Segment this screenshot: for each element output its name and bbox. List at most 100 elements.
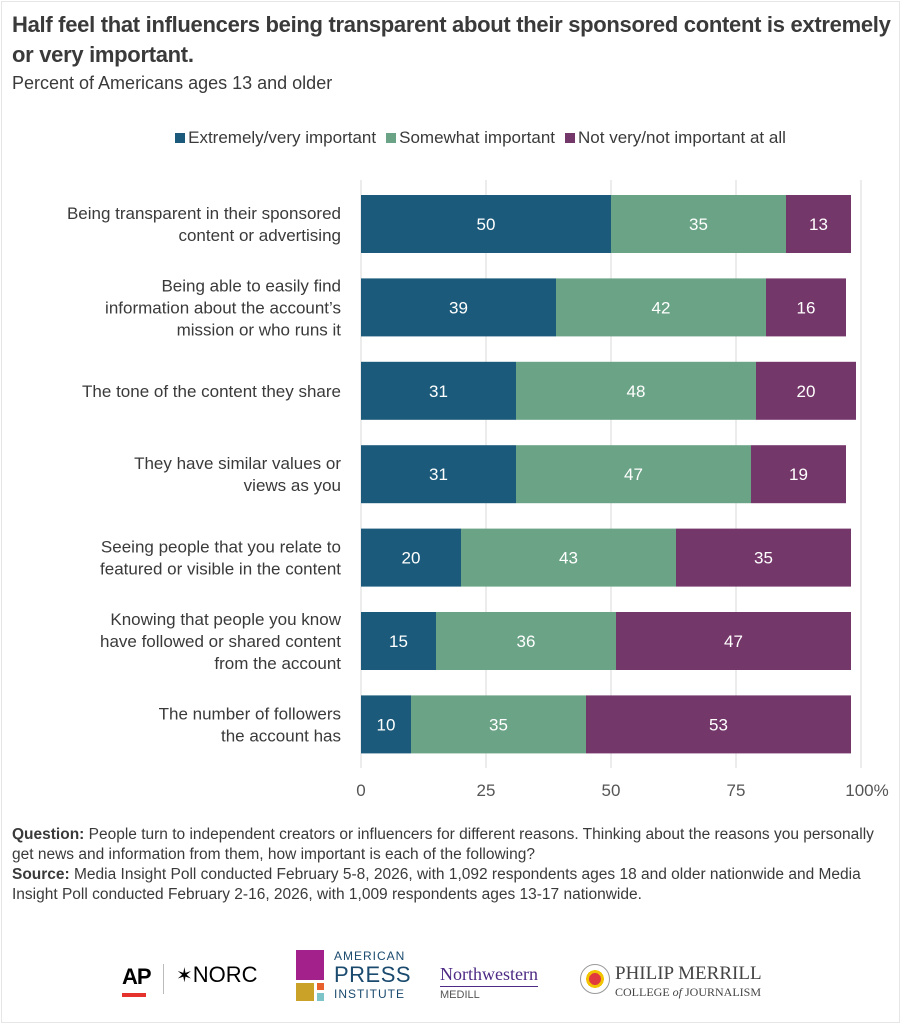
source-text: Media Insight Poll conducted February 5-… [12,866,861,903]
northwestern-medill-logo: Northwestern MEDILL [440,964,538,1001]
medill-text: MEDILL [440,989,480,1001]
category-label: from the account [214,654,341,673]
category-label: Being transparent in their sponsored [67,204,341,223]
legend-swatch [175,133,186,143]
bar-segment [516,445,751,504]
bar-segment [361,445,516,504]
logo-divider [163,964,164,994]
x-tick-label: 0 [356,781,365,800]
philip-merrill-text: PHILIP MERRILL [615,963,762,984]
x-tick-label: 100% [845,781,888,800]
data-label: 10 [377,715,396,734]
category-label: the account has [221,726,341,745]
category-label: Being able to easily find [161,276,341,295]
legend-item-not-important: Not very/not important at all [565,128,786,148]
api-logo-text: AMERICAN PRESS INSTITUTE [334,950,411,1000]
data-label: 53 [709,715,728,734]
data-label: 39 [449,298,468,317]
category-label: views as you [244,476,341,495]
bar-segment [756,361,856,420]
source-label: Source: [12,866,70,883]
data-label: 35 [489,715,508,734]
bar-segment [766,278,846,337]
data-label: 48 [627,382,646,401]
category-label: Knowing that people you know [110,610,341,629]
data-label: 13 [809,215,828,234]
category-label: Seeing people that you relate to [101,538,341,557]
data-label: 35 [689,215,708,234]
data-label: 31 [429,382,448,401]
college-text: COLLEGE [615,985,673,999]
bar-segment [361,195,611,253]
legend-label: Not very/not important at all [578,128,786,147]
category-label: information about the account’s [105,298,341,317]
category-label: The tone of the content they share [82,382,341,401]
api-logo-square-magenta [296,950,324,980]
journalism-text: JOURNALISM [682,985,762,999]
api-logo-square-orange [317,983,324,990]
data-label: 36 [517,632,536,651]
x-tick-label: 50 [602,781,621,800]
category-label: have followed or shared content [100,632,341,651]
legend-label: Somewhat important [399,128,556,147]
ap-logo-text: AP [122,964,152,989]
northwestern-text: Northwestern [440,964,538,987]
logo-bar: AP ✶NORC AMERICAN PRESS INSTITUTE Northw… [0,950,901,1010]
legend-swatch [386,133,397,143]
data-label: 16 [797,298,816,317]
legend-swatch [565,133,576,143]
norc-star-icon: ✶ [176,965,193,987]
bar-segment [611,195,786,253]
ap-logo: AP [122,964,152,997]
category-label: featured or visible in the content [100,560,341,579]
norc-logo: ✶NORC [176,962,258,988]
question-label: Question: [12,826,85,843]
chart-plot: 50 35 13 39 42 16 31 48 20 31 47 19 20 43 35 15 36 47 10 35… [67,180,889,800]
chart-footer: Question: People turn to independent cre… [12,825,882,905]
category-label: The number of followers [159,704,341,723]
data-label: 50 [477,215,496,234]
legend-label: Extremely/very important [188,128,377,147]
data-label: 20 [797,382,816,401]
api-logo-line1: AMERICAN [334,949,406,963]
philip-merrill-logo: PHILIP MERRILL COLLEGE of JOURNALISM [615,964,762,1000]
bar-segment [751,445,846,504]
data-label: 20 [402,549,421,568]
bar-segment [411,695,586,754]
data-label: 47 [724,632,743,651]
data-label: 15 [389,632,408,651]
legend-item-somewhat: Somewhat important [386,128,555,148]
of-text: of [672,985,682,999]
bar-segment [616,612,851,670]
data-label: 42 [652,298,671,317]
bar-segment [361,528,461,587]
bar-segment [361,695,411,754]
bar-segment [676,528,851,587]
umd-seal-icon [580,964,610,994]
bar-segment [586,695,851,754]
x-tick-label: 75 [727,781,746,800]
chart-title: Half feel that influencers being transpa… [12,12,891,67]
question-text: People turn to independent creators or i… [12,826,874,863]
bar-segment [361,278,556,337]
api-logo-square-gold [296,983,314,1001]
bar-segment [516,361,756,420]
data-label: 31 [429,465,448,484]
bar-segment [461,528,676,587]
legend-item-extremely-very: Extremely/very important [175,128,376,148]
data-label: 43 [559,549,578,568]
bar-segment [361,361,516,420]
college-of-journalism-text: COLLEGE of JOURNALISM [615,985,762,1000]
bar-segment [436,612,616,670]
legend: Extremely/very important Somewhat import… [0,128,901,148]
api-logo-line3: INSTITUTE [334,987,405,1001]
chart-subtitle: Percent of Americans ages 13 and older [12,73,333,93]
bar-segment [786,195,851,253]
data-label: 19 [789,465,808,484]
bar-segment [556,278,766,337]
data-label: 35 [754,549,773,568]
category-label: They have similar values or [134,454,341,473]
ap-logo-underline [122,993,146,997]
api-logo-square-teal [317,993,324,1001]
